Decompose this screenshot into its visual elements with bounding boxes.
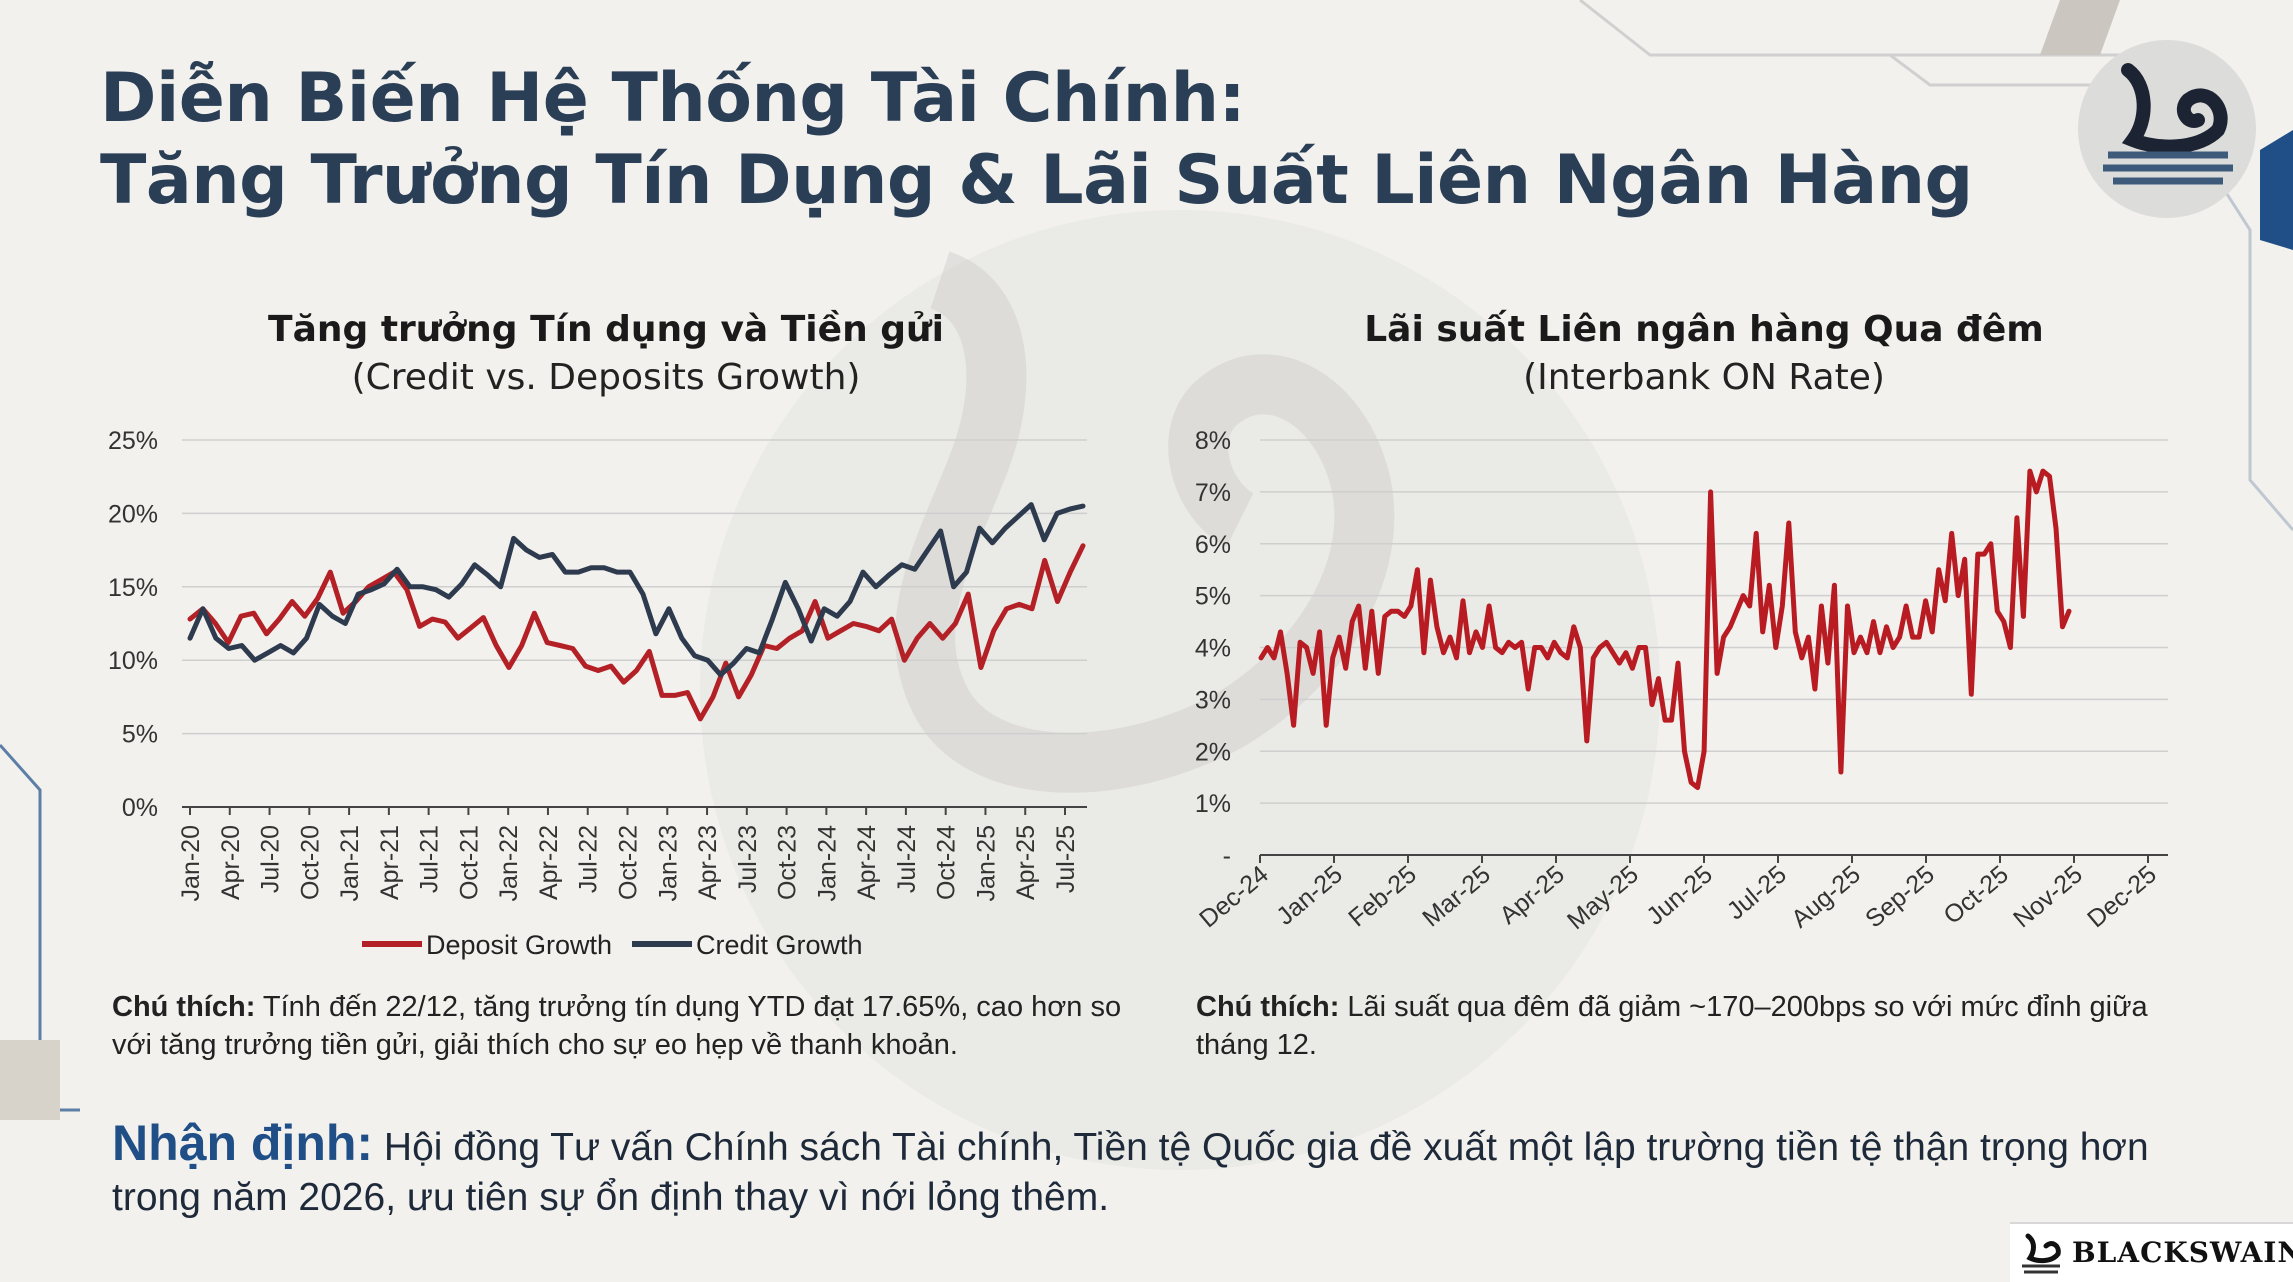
right-chart-title: Lãi suất Liên ngân hàng Qua đêm (Interba… [1254,306,2154,402]
x-tick-label: Jul-22 [575,825,603,893]
x-tick-label: Jan-23 [654,825,682,901]
left-chart-subtitle: (Credit vs. Deposits Growth) [351,357,861,398]
right-chart-subtitle: (Interbank ON Rate) [1523,357,1885,398]
x-tick-label: Jan-20 [177,825,205,901]
x-tick-label: Dec-24 [1194,860,1274,933]
brand-name: BLACKSWAIN [2072,1236,2293,1269]
credit-growth-line [187,502,1086,678]
x-tick-label: Jan-22 [495,825,523,901]
brand-swan-icon [2022,1233,2061,1274]
y-tick-label: 15% [108,574,158,602]
x-tick-label: Oct-23 [774,825,802,900]
brand-footer: BLACKSWAIN [2010,1222,2293,1282]
right-chart-note: Chú thích: Lãi suất qua đêm đã giảm ~170… [1196,988,2196,1064]
x-tick-label: Nov-25 [2008,860,2088,933]
x-tick-label: Oct-21 [455,825,483,900]
verdict-label: Nhận định: [112,1115,374,1171]
x-tick-label: Jul-24 [893,825,921,893]
interbank-rate-line [1258,468,2072,791]
x-tick-label: Apr-24 [853,825,881,900]
right-chart-title-main: Lãi suất Liên ngân hàng Qua đêm [1364,309,2044,350]
y-tick-label: 25% [108,427,158,455]
x-tick-label: Jul-21 [416,825,444,893]
y-tick-label: - [1223,842,1231,870]
logo [2078,40,2256,218]
left-note-label: Chú thích: [112,991,256,1023]
y-tick-label: 7% [1195,479,1231,507]
y-tick-label: 10% [108,647,158,675]
deposit-growth-line [187,543,1086,722]
x-tick-label: Jan-25 [972,825,1000,901]
x-tick-label: Apr-20 [217,825,245,900]
page-title-line-1: Diễn Biến Hệ Thống Tài Chính: [100,59,1246,138]
legend-label: Deposit Growth [426,930,612,960]
y-tick-label: 6% [1195,531,1231,559]
left-chart-title: Tăng trưởng Tín dụng và Tiền gửi (Credit… [156,306,1056,402]
left-chart-note: Chú thích: Tính đến 22/12, tăng trưởng t… [112,988,1132,1064]
right-note-label: Chú thích: [1196,991,1340,1023]
x-tick-label: Oct-20 [296,825,324,900]
y-tick-label: 4% [1195,635,1231,663]
y-tick-label: 1% [1195,790,1231,818]
right-note-text: Lãi suất qua đêm đã giảm ~170–200bps so … [1196,991,2148,1061]
verdict-text: Hội đồng Tư vấn Chính sách Tài chính, Ti… [112,1126,2149,1219]
x-tick-label: Apr-23 [694,825,722,900]
x-tick-label: Oct-25 [1938,860,2013,930]
y-tick-label: 8% [1195,427,1231,455]
x-tick-label: Jan-25 [1271,860,1348,931]
verdict: Nhận định: Hội đồng Tư vấn Chính sách Tà… [112,1118,2192,1223]
y-tick-label: 5% [122,721,158,749]
x-tick-label: Mar-25 [1417,860,1496,932]
page-title: Diễn Biến Hệ Thống Tài Chính: Tăng Trưởn… [100,58,1973,222]
x-tick-label: Jan-24 [813,825,841,902]
left-chart-title-main: Tăng trưởng Tín dụng và Tiền gửi [268,309,944,350]
x-tick-label: Jul-25 [1052,825,1080,893]
left-note-text: Tính đến 22/12, tăng trưởng tín dụng YTD… [112,991,1122,1061]
x-tick-label: Sep-25 [1860,860,1940,933]
page-title-line-2: Tăng Trưởng Tín Dụng & Lãi Suất Liên Ngâ… [100,141,1973,220]
x-tick-label: Apr-22 [535,825,563,900]
x-tick-label: Apr-21 [376,825,404,900]
swan-logo-icon [2103,63,2233,185]
y-tick-label: 0% [122,794,158,822]
y-tick-label: 2% [1195,738,1231,766]
x-tick-label: Apr-25 [1012,825,1040,900]
x-tick-label: May-25 [1562,860,1644,935]
x-tick-label: Jan-21 [336,825,364,901]
y-tick-label: 5% [1195,583,1231,611]
legend-label: Credit Growth [696,930,863,960]
x-tick-label: Dec-25 [2082,860,2162,933]
y-tick-label: 20% [108,500,158,528]
x-tick-label: Jul-23 [734,825,762,893]
x-tick-label: Jun-25 [1641,860,1718,931]
x-tick-label: Apr-25 [1494,860,1569,930]
x-tick-label: Feb-25 [1343,860,1422,932]
x-tick-label: Oct-22 [615,825,643,900]
x-tick-label: Jul-20 [257,825,285,893]
x-tick-label: Oct-24 [933,825,961,900]
x-tick-label: Jul-25 [1722,860,1792,925]
x-tick-label: Aug-25 [1786,860,1866,933]
y-tick-label: 3% [1195,686,1231,714]
